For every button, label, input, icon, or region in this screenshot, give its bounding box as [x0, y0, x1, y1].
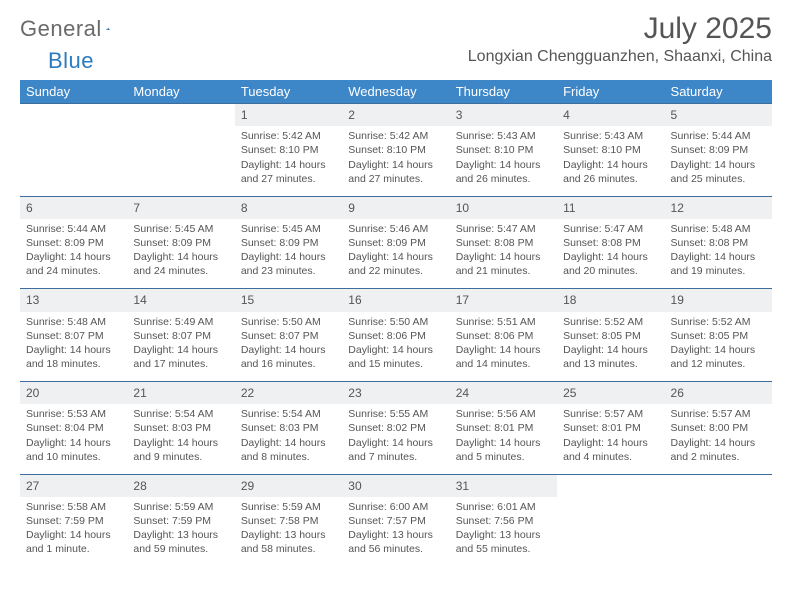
day-content-cell: Sunrise: 5:57 AMSunset: 8:00 PMDaylight:… [665, 404, 772, 474]
day-content-cell: Sunrise: 5:44 AMSunset: 8:09 PMDaylight:… [665, 126, 772, 196]
day-number-cell: 7 [127, 196, 234, 219]
location-text: Longxian Chengguanzhen, Shaanxi, China [468, 48, 772, 66]
weekday-header: Saturday [665, 80, 772, 104]
day-content-cell: Sunrise: 5:44 AMSunset: 8:09 PMDaylight:… [20, 219, 127, 289]
daynum-row: 6789101112 [20, 196, 772, 219]
content-row: Sunrise: 5:48 AMSunset: 8:07 PMDaylight:… [20, 312, 772, 382]
month-title: July 2025 [468, 12, 772, 46]
weekday-header: Wednesday [342, 80, 449, 104]
day-content-cell: Sunrise: 5:45 AMSunset: 8:09 PMDaylight:… [235, 219, 342, 289]
day-number-cell: 25 [557, 382, 664, 405]
day-number-cell: 11 [557, 196, 664, 219]
day-content-cell: Sunrise: 5:42 AMSunset: 8:10 PMDaylight:… [235, 126, 342, 196]
day-content-cell: Sunrise: 5:48 AMSunset: 8:07 PMDaylight:… [20, 312, 127, 382]
content-row: Sunrise: 5:44 AMSunset: 8:09 PMDaylight:… [20, 219, 772, 289]
day-number-cell: 16 [342, 289, 449, 312]
day-number-cell [127, 104, 234, 127]
day-number-cell: 12 [665, 196, 772, 219]
day-number-cell: 29 [235, 474, 342, 497]
brand-name-b: Blue [48, 48, 94, 74]
day-number-cell: 3 [450, 104, 557, 127]
content-row: Sunrise: 5:42 AMSunset: 8:10 PMDaylight:… [20, 126, 772, 196]
day-content-cell: Sunrise: 5:54 AMSunset: 8:03 PMDaylight:… [235, 404, 342, 474]
day-number-cell: 28 [127, 474, 234, 497]
day-content-cell: Sunrise: 5:59 AMSunset: 7:59 PMDaylight:… [127, 497, 234, 567]
day-number-cell: 27 [20, 474, 127, 497]
day-content-cell [20, 126, 127, 196]
daynum-row: 13141516171819 [20, 289, 772, 312]
day-number-cell: 6 [20, 196, 127, 219]
content-row: Sunrise: 5:53 AMSunset: 8:04 PMDaylight:… [20, 404, 772, 474]
brand-logo: General [20, 16, 132, 42]
day-content-cell [557, 497, 664, 567]
day-number-cell [665, 474, 772, 497]
day-number-cell: 17 [450, 289, 557, 312]
weekday-header: Tuesday [235, 80, 342, 104]
daynum-row: 2728293031 [20, 474, 772, 497]
daynum-row: 20212223242526 [20, 382, 772, 405]
day-number-cell: 18 [557, 289, 664, 312]
day-number-cell: 21 [127, 382, 234, 405]
weekday-header: Monday [127, 80, 234, 104]
day-content-cell: Sunrise: 5:55 AMSunset: 8:02 PMDaylight:… [342, 404, 449, 474]
day-content-cell: Sunrise: 5:50 AMSunset: 8:07 PMDaylight:… [235, 312, 342, 382]
day-content-cell: Sunrise: 5:49 AMSunset: 8:07 PMDaylight:… [127, 312, 234, 382]
day-number-cell: 10 [450, 196, 557, 219]
day-number-cell: 14 [127, 289, 234, 312]
day-number-cell [20, 104, 127, 127]
day-content-cell: Sunrise: 5:45 AMSunset: 8:09 PMDaylight:… [127, 219, 234, 289]
content-row: Sunrise: 5:58 AMSunset: 7:59 PMDaylight:… [20, 497, 772, 567]
day-number-cell: 15 [235, 289, 342, 312]
day-number-cell: 23 [342, 382, 449, 405]
weekday-header: Thursday [450, 80, 557, 104]
day-content-cell: Sunrise: 6:00 AMSunset: 7:57 PMDaylight:… [342, 497, 449, 567]
day-content-cell: Sunrise: 5:59 AMSunset: 7:58 PMDaylight:… [235, 497, 342, 567]
sail-icon [106, 21, 110, 37]
weekday-header-row: Sunday Monday Tuesday Wednesday Thursday… [20, 80, 772, 104]
day-content-cell: Sunrise: 5:52 AMSunset: 8:05 PMDaylight:… [557, 312, 664, 382]
day-content-cell: Sunrise: 5:57 AMSunset: 8:01 PMDaylight:… [557, 404, 664, 474]
calendar-body: 12345Sunrise: 5:42 AMSunset: 8:10 PMDayl… [20, 104, 772, 567]
daynum-row: 12345 [20, 104, 772, 127]
day-content-cell: Sunrise: 5:42 AMSunset: 8:10 PMDaylight:… [342, 126, 449, 196]
day-content-cell: Sunrise: 5:47 AMSunset: 8:08 PMDaylight:… [450, 219, 557, 289]
day-content-cell: Sunrise: 5:47 AMSunset: 8:08 PMDaylight:… [557, 219, 664, 289]
day-number-cell: 22 [235, 382, 342, 405]
day-content-cell: Sunrise: 5:50 AMSunset: 8:06 PMDaylight:… [342, 312, 449, 382]
day-number-cell [557, 474, 664, 497]
day-number-cell: 30 [342, 474, 449, 497]
day-content-cell: Sunrise: 5:53 AMSunset: 8:04 PMDaylight:… [20, 404, 127, 474]
day-number-cell: 1 [235, 104, 342, 127]
day-content-cell: Sunrise: 5:58 AMSunset: 7:59 PMDaylight:… [20, 497, 127, 567]
day-number-cell: 4 [557, 104, 664, 127]
title-block: July 2025 Longxian Chengguanzhen, Shaanx… [468, 12, 772, 66]
day-content-cell: Sunrise: 5:43 AMSunset: 8:10 PMDaylight:… [557, 126, 664, 196]
day-number-cell: 24 [450, 382, 557, 405]
day-content-cell [665, 497, 772, 567]
day-number-cell: 20 [20, 382, 127, 405]
day-content-cell [127, 126, 234, 196]
brand-name-a: General [20, 16, 102, 42]
day-content-cell: Sunrise: 5:54 AMSunset: 8:03 PMDaylight:… [127, 404, 234, 474]
day-number-cell: 9 [342, 196, 449, 219]
day-number-cell: 13 [20, 289, 127, 312]
weekday-header: Friday [557, 80, 664, 104]
day-content-cell: Sunrise: 6:01 AMSunset: 7:56 PMDaylight:… [450, 497, 557, 567]
day-number-cell: 31 [450, 474, 557, 497]
day-number-cell: 8 [235, 196, 342, 219]
day-number-cell: 2 [342, 104, 449, 127]
weekday-header: Sunday [20, 80, 127, 104]
day-number-cell: 26 [665, 382, 772, 405]
calendar-table: Sunday Monday Tuesday Wednesday Thursday… [20, 80, 772, 567]
day-content-cell: Sunrise: 5:43 AMSunset: 8:10 PMDaylight:… [450, 126, 557, 196]
day-content-cell: Sunrise: 5:52 AMSunset: 8:05 PMDaylight:… [665, 312, 772, 382]
day-number-cell: 5 [665, 104, 772, 127]
day-content-cell: Sunrise: 5:51 AMSunset: 8:06 PMDaylight:… [450, 312, 557, 382]
day-content-cell: Sunrise: 5:46 AMSunset: 8:09 PMDaylight:… [342, 219, 449, 289]
day-content-cell: Sunrise: 5:56 AMSunset: 8:01 PMDaylight:… [450, 404, 557, 474]
day-content-cell: Sunrise: 5:48 AMSunset: 8:08 PMDaylight:… [665, 219, 772, 289]
day-number-cell: 19 [665, 289, 772, 312]
